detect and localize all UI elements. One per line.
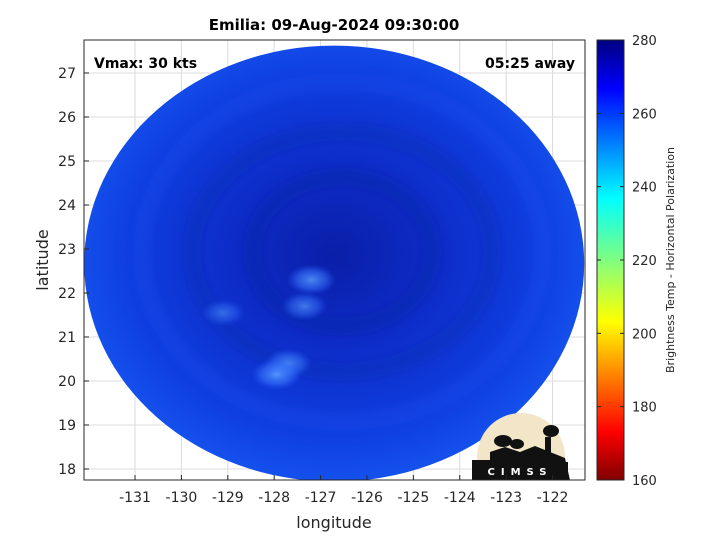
y-tick-label: 24 — [58, 198, 76, 214]
colorbar — [597, 40, 624, 480]
x-tick-label: -122 — [537, 490, 569, 506]
spiral-band — [243, 167, 442, 336]
spiral-band — [133, 72, 552, 431]
y-tick-label: 22 — [58, 286, 76, 302]
chart-title: Emilia: 09-Aug-2024 09:30:00 — [209, 16, 460, 34]
vmax-annotation: Vmax: 30 kts — [94, 56, 197, 72]
spiral-bands — [133, 72, 552, 431]
colorbar-tick-label: 220 — [632, 254, 657, 269]
x-tick-label: -129 — [212, 490, 244, 506]
colorbar-label: Brightness Temp - Horizontal Polarizatio… — [664, 147, 677, 373]
warm-patch — [281, 291, 328, 321]
y-tick-label: 23 — [58, 242, 76, 258]
x-tick-label: -125 — [397, 490, 429, 506]
x-tick-label: -127 — [305, 490, 337, 506]
x-tick-label: -124 — [444, 490, 476, 506]
y-axis-label: latitude — [33, 229, 52, 290]
y-axis: 18 19 20 21 22 23 24 25 26 27 — [58, 66, 89, 478]
brightness-field — [84, 45, 585, 480]
x-tick-label: -131 — [119, 490, 151, 506]
y-tick-label: 27 — [58, 66, 76, 82]
colorbar-tick-label: 160 — [632, 474, 657, 489]
time-away-annotation: 05:25 away — [485, 56, 575, 72]
svg-text:CIMSS: CIMSS — [488, 467, 553, 478]
warm-patch — [286, 264, 336, 295]
y-tick-label: 19 — [58, 418, 76, 434]
y-tick-label: 18 — [58, 462, 76, 478]
x-axis-label: longitude — [296, 513, 371, 532]
plot-frame — [83, 39, 586, 481]
y-tick-label: 21 — [58, 330, 76, 346]
colorbar-tick-label: 180 — [632, 401, 657, 416]
colorbar-tick-label: 240 — [632, 181, 657, 196]
x-tick-label: -130 — [166, 490, 198, 506]
x-tick-label: -123 — [490, 490, 522, 506]
x-tick-label: -128 — [258, 490, 290, 506]
spiral-band — [183, 122, 502, 381]
warm-patch — [251, 358, 302, 390]
x-axis: -131 -130 -129 -128 -127 -126 -125 -124 -123 -122 — [119, 475, 568, 506]
colorbar-tick-label: 260 — [632, 107, 657, 122]
y-tick-label: 20 — [58, 374, 76, 390]
cimss-logo: CIMSS — [472, 413, 570, 480]
x-tick-label: -126 — [351, 490, 383, 506]
warm-patches — [201, 264, 336, 390]
colorbar-tick-label: 280 — [632, 34, 657, 49]
y-tick-label: 26 — [58, 110, 76, 126]
colorbar-ticks: 160 180 200 220 240 260 280 — [597, 34, 657, 489]
y-tick-label: 25 — [58, 154, 76, 170]
warm-patch — [201, 299, 245, 327]
colorbar-tick-label: 200 — [632, 327, 657, 342]
